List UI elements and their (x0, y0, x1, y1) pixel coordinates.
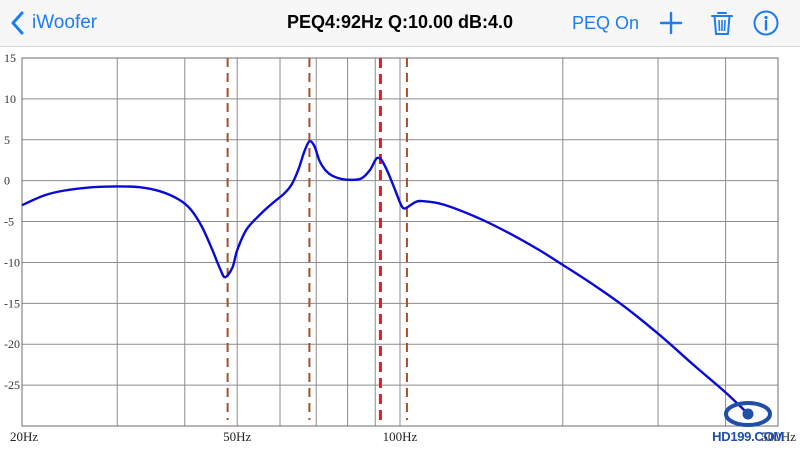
frequency-response-plot: 15 10 5 0 -5 -10 -15 -20 -25 20Hz 50Hz 100Hz 500Hz (4, 51, 796, 444)
frequency-response-chart[interactable]: 15 10 5 0 -5 -10 -15 -20 -25 20Hz 50Hz 100Hz 500Hz (0, 46, 800, 450)
y-tick-label: -10 (4, 255, 20, 269)
peq-toggle-button[interactable]: PEQ On (572, 13, 640, 33)
watermark-logo: HD199.COM (700, 400, 796, 446)
watermark-text: HD199.COM (712, 429, 784, 444)
trash-icon[interactable] (708, 9, 736, 37)
y-tick-label: 10 (4, 92, 16, 106)
y-tick-label: -15 (4, 296, 20, 310)
x-tick-label: 20Hz (10, 429, 38, 444)
plot-frame (21, 57, 779, 427)
y-tick-label: -25 (4, 378, 20, 392)
back-button-label: iWoofer (32, 12, 98, 33)
y-tick-label: -5 (4, 215, 14, 229)
y-tick-label: 5 (4, 133, 10, 147)
x-tick-label: 500Hz (761, 429, 796, 444)
navigation-bar: iWoofer PEQ4:92Hz Q:10.00 dB:4.0 PEQ On (0, 0, 800, 47)
y-tick-label: 15 (4, 51, 16, 65)
x-tick-label: 50Hz (223, 429, 251, 444)
chevron-left-icon (10, 11, 24, 35)
y-tick-label: -20 (4, 337, 20, 351)
watermark-eye-icon (724, 401, 772, 427)
x-tick-label: 100Hz (383, 429, 418, 444)
response-curve-line (21, 140, 749, 415)
y-tick-label: 0 (4, 174, 10, 188)
info-icon[interactable] (752, 9, 780, 37)
plus-icon[interactable] (657, 9, 685, 37)
back-button[interactable]: iWoofer (10, 10, 97, 36)
